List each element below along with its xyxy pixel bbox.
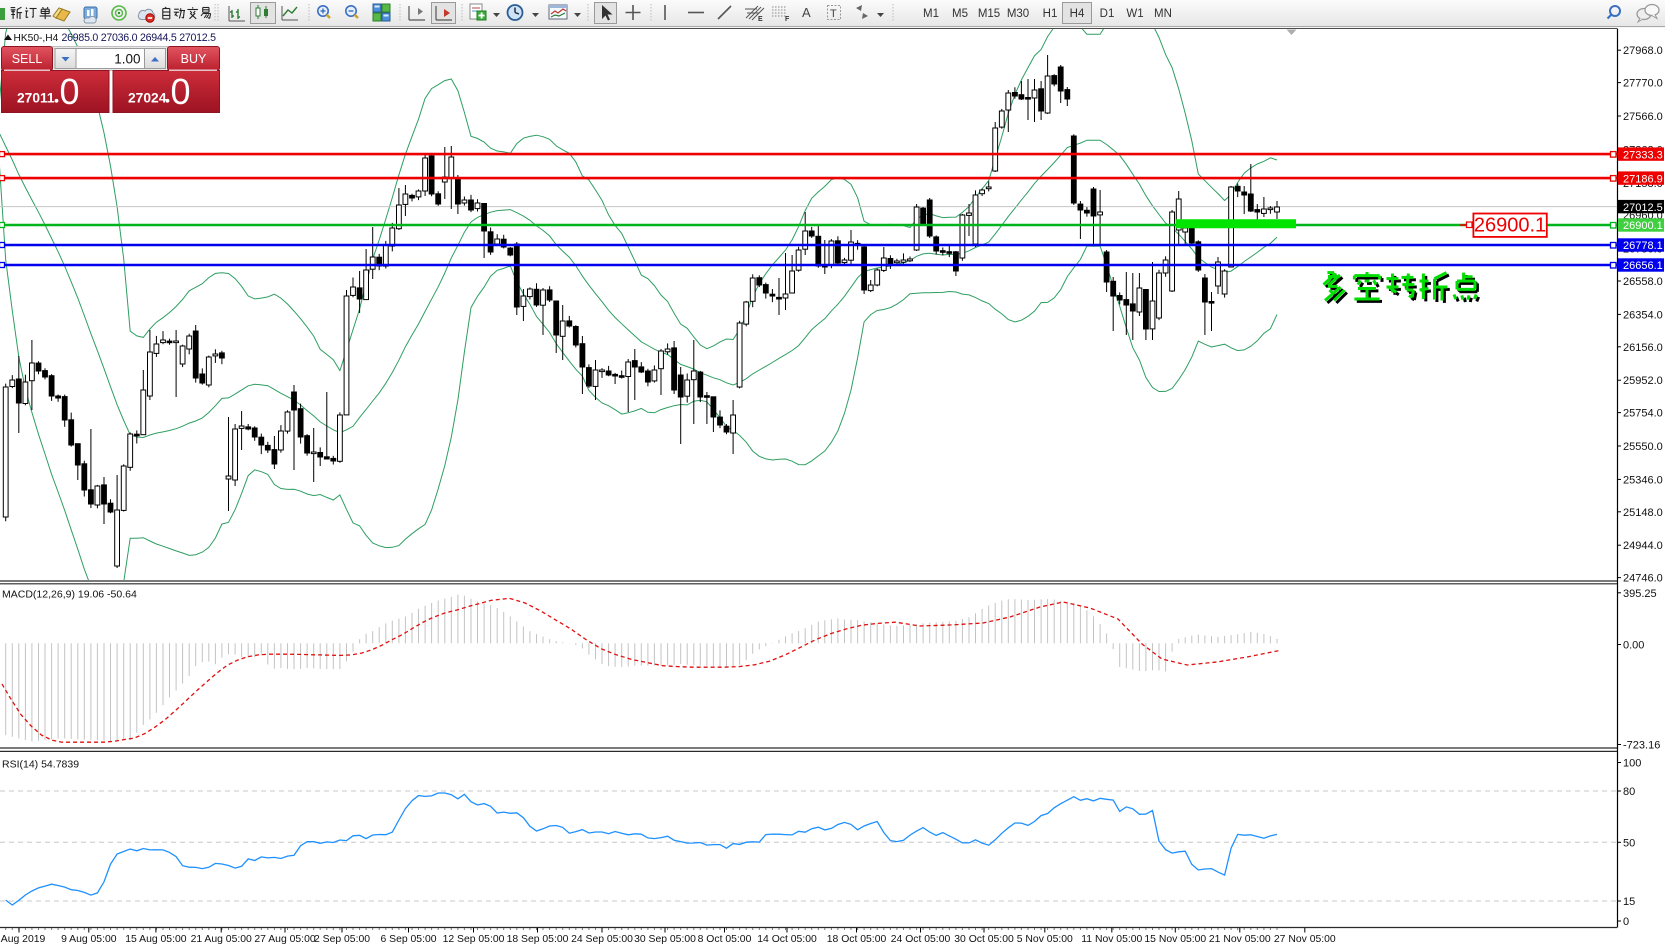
svg-text:E: E — [758, 16, 763, 23]
svg-text:25346.0: 25346.0 — [1623, 474, 1663, 486]
svg-text:21 Aug 05:00: 21 Aug 05:00 — [191, 934, 252, 945]
svg-text:HK50-,H4: HK50-,H4 — [14, 33, 59, 44]
svg-text:27186.9: 27186.9 — [1623, 173, 1663, 185]
svg-text:80: 80 — [1623, 786, 1635, 798]
svg-text:-723.16: -723.16 — [1623, 740, 1660, 752]
svg-text:11 Nov 05:00: 11 Nov 05:00 — [1081, 934, 1142, 945]
svg-text:8 Oct 05:00: 8 Oct 05:00 — [698, 934, 752, 945]
svg-text:24944.0: 24944.0 — [1623, 540, 1663, 552]
svg-text:6 Sep 05:00: 6 Sep 05:00 — [380, 934, 436, 945]
svg-text:RSI(14) 54.7839: RSI(14) 54.7839 — [2, 759, 79, 771]
svg-text:26778.1: 26778.1 — [1623, 240, 1663, 252]
svg-text:30 Oct 05:00: 30 Oct 05:00 — [954, 934, 1014, 945]
svg-text:SELL: SELL — [12, 52, 43, 66]
svg-text:BUY: BUY — [181, 52, 207, 66]
svg-text:395.25: 395.25 — [1623, 588, 1657, 600]
svg-text:26656.1: 26656.1 — [1623, 260, 1663, 272]
svg-text:M1: M1 — [923, 8, 939, 20]
svg-text:27770.0: 27770.0 — [1623, 78, 1663, 90]
svg-text:2 Sep 05:00: 2 Sep 05:00 — [314, 934, 370, 945]
svg-text:15 Nov 05:00: 15 Nov 05:00 — [1144, 934, 1206, 945]
svg-text:MACD(12,26,9) 19.06 -50.64: MACD(12,26,9) 19.06 -50.64 — [2, 589, 137, 601]
svg-text:27566.0: 27566.0 — [1623, 111, 1663, 123]
svg-text:27 Aug 05:00: 27 Aug 05:00 — [254, 934, 315, 945]
svg-text:H1: H1 — [1043, 8, 1058, 20]
svg-text:T: T — [830, 8, 837, 20]
svg-text:25148.0: 25148.0 — [1623, 507, 1663, 519]
svg-text:24746.0: 24746.0 — [1623, 573, 1663, 585]
svg-text:26354.0: 26354.0 — [1623, 309, 1663, 321]
svg-text:A: A — [802, 5, 811, 20]
svg-text:26900.1: 26900.1 — [1623, 220, 1663, 232]
svg-text:50: 50 — [1623, 837, 1635, 849]
svg-text:D1: D1 — [1100, 8, 1115, 20]
svg-text:15: 15 — [1623, 896, 1635, 908]
svg-text:24 Sep 05:00: 24 Sep 05:00 — [571, 934, 633, 945]
svg-text:W1: W1 — [1126, 8, 1143, 20]
svg-text:18 Sep 05:00: 18 Sep 05:00 — [507, 934, 569, 945]
svg-text:0: 0 — [60, 71, 80, 112]
svg-text:27968.0: 27968.0 — [1623, 45, 1663, 57]
svg-text:MN: MN — [1154, 8, 1172, 20]
svg-text:18 Oct 05:00: 18 Oct 05:00 — [827, 934, 887, 945]
svg-text:0: 0 — [1623, 916, 1629, 928]
svg-text:27012.5: 27012.5 — [1623, 202, 1663, 214]
svg-text:5 Nov 05:00: 5 Nov 05:00 — [1017, 934, 1073, 945]
svg-text:1.00: 1.00 — [114, 52, 140, 67]
svg-text:26156.0: 26156.0 — [1623, 342, 1663, 354]
svg-text:F: F — [785, 16, 790, 23]
svg-text:26900.1: 26900.1 — [1474, 215, 1546, 237]
svg-text:5 Aug 2019: 5 Aug 2019 — [0, 934, 46, 945]
svg-text:0: 0 — [171, 71, 191, 112]
svg-text:21 Nov 05:00: 21 Nov 05:00 — [1209, 934, 1271, 945]
svg-text:100: 100 — [1623, 758, 1641, 770]
svg-text:M30: M30 — [1007, 8, 1029, 20]
svg-text:14 Oct 05:00: 14 Oct 05:00 — [757, 934, 817, 945]
svg-text:27011: 27011 — [17, 91, 55, 106]
svg-text:H4: H4 — [1070, 8, 1085, 20]
svg-text:25952.0: 25952.0 — [1623, 375, 1663, 387]
svg-text:12 Sep 05:00: 12 Sep 05:00 — [443, 934, 505, 945]
svg-text:15 Aug 05:00: 15 Aug 05:00 — [125, 934, 186, 945]
svg-text:26558.0: 26558.0 — [1623, 276, 1663, 288]
svg-text:26985.0 27036.0 26944.5 27012.: 26985.0 27036.0 26944.5 27012.5 — [62, 32, 217, 44]
svg-text:0.00: 0.00 — [1623, 640, 1644, 652]
svg-text:9 Aug 05:00: 9 Aug 05:00 — [61, 934, 117, 945]
svg-text:M15: M15 — [978, 8, 1000, 20]
svg-text:24 Oct 05:00: 24 Oct 05:00 — [891, 934, 951, 945]
svg-text:27333.3: 27333.3 — [1623, 149, 1663, 161]
svg-text:30 Sep 05:00: 30 Sep 05:00 — [634, 934, 696, 945]
svg-text:M5: M5 — [952, 8, 968, 20]
svg-text:25754.0: 25754.0 — [1623, 408, 1663, 420]
svg-text:27024: 27024 — [128, 91, 167, 106]
svg-text:25550.0: 25550.0 — [1623, 441, 1663, 453]
svg-text:27 Nov 05:00: 27 Nov 05:00 — [1274, 934, 1336, 945]
